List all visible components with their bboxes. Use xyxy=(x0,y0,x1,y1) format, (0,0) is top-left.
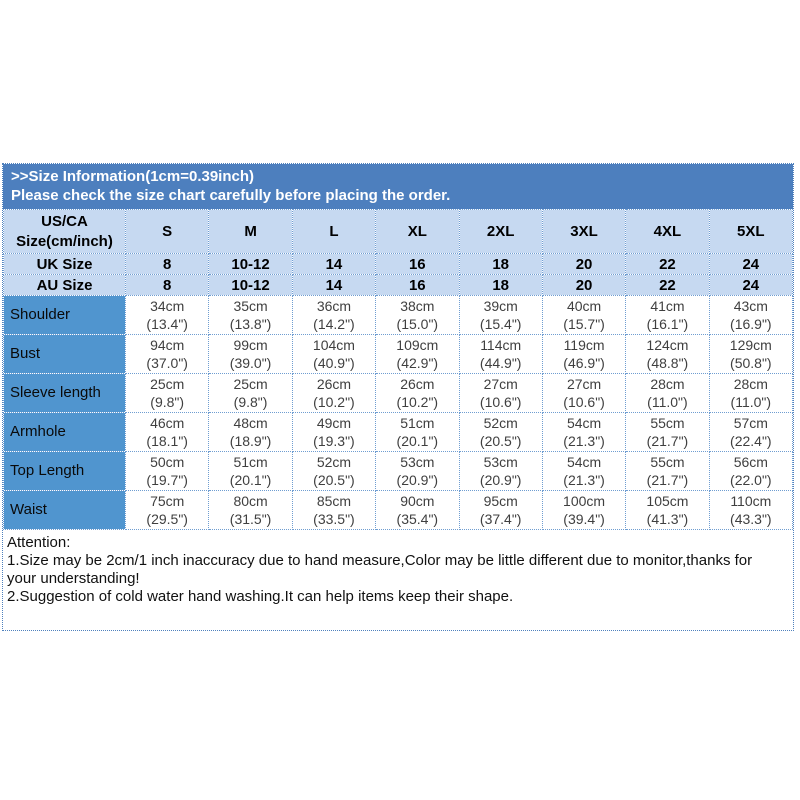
measurement-cell: 51cm (20.1") xyxy=(208,451,293,491)
table-row-bust: Bust 94cm (37.0") 99cm (39.0") 104cm (40… xyxy=(3,334,794,374)
measurement-cell: 100cm (39.4") xyxy=(541,490,627,530)
measurement-cell: 36cm (14.2") xyxy=(291,295,377,335)
size-col-header: S xyxy=(124,209,210,254)
uk-size-cell: 8 xyxy=(124,253,210,275)
measurement-cell: 25cm (9.8") xyxy=(208,373,293,413)
au-size-cell: 18 xyxy=(458,274,543,296)
measurement-cell: 94cm (37.0") xyxy=(124,334,210,374)
measurement-cell: 95cm (37.4") xyxy=(458,490,543,530)
row-label-sleeve-length: Sleeve length xyxy=(3,373,126,413)
measurement-cell: 99cm (39.0") xyxy=(208,334,293,374)
measurement-cell: 48cm (18.9") xyxy=(208,412,293,452)
measurement-cell: 39cm (15.4") xyxy=(458,295,543,335)
measurement-cell: 109cm (42.9") xyxy=(375,334,460,374)
measurement-cell: 25cm (9.8") xyxy=(124,373,210,413)
measurement-cell: 57cm (22.4") xyxy=(708,412,794,452)
row-label-uk-size: UK Size xyxy=(3,253,126,275)
measurement-cell: 28cm (11.0") xyxy=(625,373,710,413)
uk-size-cell: 24 xyxy=(708,253,794,275)
measurement-cell: 51cm (20.1") xyxy=(375,412,460,452)
attention-section: Attention: 1.Size may be 2cm/1 inch inac… xyxy=(3,530,793,630)
measurement-cell: 80cm (31.5") xyxy=(208,490,293,530)
size-chart-table: US/CA Size(cm/inch) S M L XL 2XL 3XL 4XL… xyxy=(3,209,794,530)
measurement-cell: 90cm (35.4") xyxy=(375,490,460,530)
measurement-cell: 119cm (46.9") xyxy=(541,334,627,374)
size-info-title: >>Size Information(1cm=0.39inch) xyxy=(11,168,254,185)
uk-size-row: UK Size 8 10-12 14 16 18 20 22 24 xyxy=(3,253,794,275)
measurement-cell: 55cm (21.7") xyxy=(625,412,710,452)
measurement-cell: 53cm (20.9") xyxy=(375,451,460,491)
size-col-header: M xyxy=(208,209,293,254)
measurement-cell: 75cm (29.5") xyxy=(124,490,210,530)
size-col-header: 3XL xyxy=(541,209,627,254)
row-label-shoulder: Shoulder xyxy=(3,295,126,335)
row-label-top-length: Top Length xyxy=(3,451,126,491)
attention-title: Attention: xyxy=(7,534,71,551)
size-col-header: XL xyxy=(375,209,460,254)
measurement-cell: 43cm (16.9") xyxy=(708,295,794,335)
size-chart-panel: >>Size Information(1cm=0.39inch) Please … xyxy=(2,163,794,631)
measurement-cell: 110cm (43.3") xyxy=(708,490,794,530)
table-row-shoulder: Shoulder 34cm (13.4") 35cm (13.8") 36cm … xyxy=(3,295,794,335)
measurement-cell: 34cm (13.4") xyxy=(124,295,210,335)
measurement-cell: 26cm (10.2") xyxy=(375,373,460,413)
au-size-cell: 16 xyxy=(375,274,460,296)
measurement-cell: 52cm (20.5") xyxy=(291,451,377,491)
size-col-header: L xyxy=(291,209,377,254)
measurement-cell: 41cm (16.1") xyxy=(625,295,710,335)
measurement-cell: 35cm (13.8") xyxy=(208,295,293,335)
attention-line: 1.Size may be 2cm/1 inch inaccuracy due … xyxy=(7,552,753,587)
table-row-armhole: Armhole 46cm (18.1") 48cm (18.9") 49cm (… xyxy=(3,412,794,452)
measurement-cell: 53cm (20.9") xyxy=(458,451,543,491)
measurement-cell: 55cm (21.7") xyxy=(625,451,710,491)
au-size-cell: 8 xyxy=(124,274,210,296)
measurement-cell: 105cm (41.3") xyxy=(625,490,710,530)
size-header-row: US/CA Size(cm/inch) S M L XL 2XL 3XL 4XL… xyxy=(3,209,794,254)
uk-size-cell: 20 xyxy=(541,253,627,275)
size-info-subtitle: Please check the size chart carefully be… xyxy=(11,187,451,204)
measurement-cell: 56cm (22.0") xyxy=(708,451,794,491)
measurement-cell: 38cm (15.0") xyxy=(375,295,460,335)
measurement-cell: 54cm (21.3") xyxy=(541,451,627,491)
measurement-cell: 50cm (19.7") xyxy=(124,451,210,491)
size-info-header: >>Size Information(1cm=0.39inch) Please … xyxy=(3,164,793,209)
au-size-cell: 24 xyxy=(708,274,794,296)
uk-size-cell: 18 xyxy=(458,253,543,275)
au-size-cell: 10-12 xyxy=(208,274,293,296)
table-row-top-length: Top Length 50cm (19.7") 51cm (20.1") 52c… xyxy=(3,451,794,491)
measurement-cell: 27cm (10.6") xyxy=(458,373,543,413)
size-header-label: US/CA Size(cm/inch) xyxy=(3,209,126,254)
au-size-cell: 20 xyxy=(541,274,627,296)
measurement-cell: 26cm (10.2") xyxy=(291,373,377,413)
size-col-header: 5XL xyxy=(708,209,794,254)
measurement-cell: 49cm (19.3") xyxy=(291,412,377,452)
measurement-cell: 52cm (20.5") xyxy=(458,412,543,452)
row-label-waist: Waist xyxy=(3,490,126,530)
au-size-cell: 22 xyxy=(625,274,710,296)
measurement-cell: 85cm (33.5") xyxy=(291,490,377,530)
table-row-sleeve-length: Sleeve length 25cm (9.8") 25cm (9.8") 26… xyxy=(3,373,794,413)
au-size-row: AU Size 8 10-12 14 16 18 20 22 24 xyxy=(3,274,794,296)
table-row-waist: Waist 75cm (29.5") 80cm (31.5") 85cm (33… xyxy=(3,490,794,530)
row-label-armhole: Armhole xyxy=(3,412,126,452)
attention-line: 2.Suggestion of cold water hand washing.… xyxy=(7,588,514,605)
size-col-header: 2XL xyxy=(458,209,543,254)
row-label-bust: Bust xyxy=(3,334,126,374)
measurement-cell: 46cm (18.1") xyxy=(124,412,210,452)
measurement-cell: 129cm (50.8") xyxy=(708,334,794,374)
uk-size-cell: 10-12 xyxy=(208,253,293,275)
uk-size-cell: 16 xyxy=(375,253,460,275)
measurement-cell: 40cm (15.7") xyxy=(541,295,627,335)
size-col-header: 4XL xyxy=(625,209,710,254)
uk-size-cell: 22 xyxy=(625,253,710,275)
row-label-au-size: AU Size xyxy=(3,274,126,296)
measurement-cell: 27cm (10.6") xyxy=(541,373,627,413)
measurement-cell: 54cm (21.3") xyxy=(541,412,627,452)
uk-size-cell: 14 xyxy=(291,253,377,275)
measurement-cell: 114cm (44.9") xyxy=(458,334,543,374)
measurement-cell: 104cm (40.9") xyxy=(291,334,377,374)
au-size-cell: 14 xyxy=(291,274,377,296)
measurement-cell: 124cm (48.8") xyxy=(625,334,710,374)
measurement-cell: 28cm (11.0") xyxy=(708,373,794,413)
